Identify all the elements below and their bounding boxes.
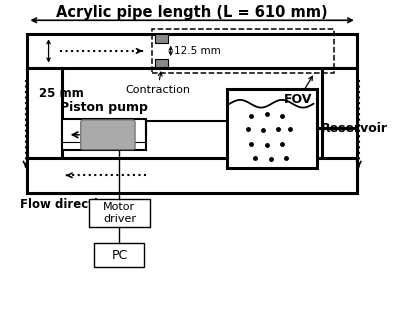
Bar — [28, 68, 62, 192]
Text: Contraction: Contraction — [125, 72, 190, 95]
Text: Acrylic pipe length (L = 610 mm): Acrylic pipe length (L = 610 mm) — [56, 5, 328, 20]
Text: PC: PC — [111, 249, 128, 262]
Text: 12.5 mm: 12.5 mm — [174, 46, 220, 56]
Bar — [28, 34, 357, 68]
Bar — [89, 199, 150, 227]
Text: Motor
driver: Motor driver — [103, 202, 136, 224]
FancyBboxPatch shape — [81, 120, 135, 150]
Bar — [322, 68, 357, 192]
Bar — [94, 243, 144, 267]
Text: Flow direction: Flow direction — [20, 198, 114, 211]
Bar — [152, 29, 334, 73]
Bar — [155, 59, 168, 67]
Bar — [226, 89, 316, 168]
Text: Piston pump: Piston pump — [60, 102, 148, 115]
Text: 25 mm: 25 mm — [39, 87, 84, 100]
Text: Reservoir: Reservoir — [321, 122, 388, 135]
Bar — [62, 119, 146, 151]
Text: FOV: FOV — [284, 76, 312, 106]
Bar — [28, 158, 357, 192]
Bar — [155, 34, 168, 43]
